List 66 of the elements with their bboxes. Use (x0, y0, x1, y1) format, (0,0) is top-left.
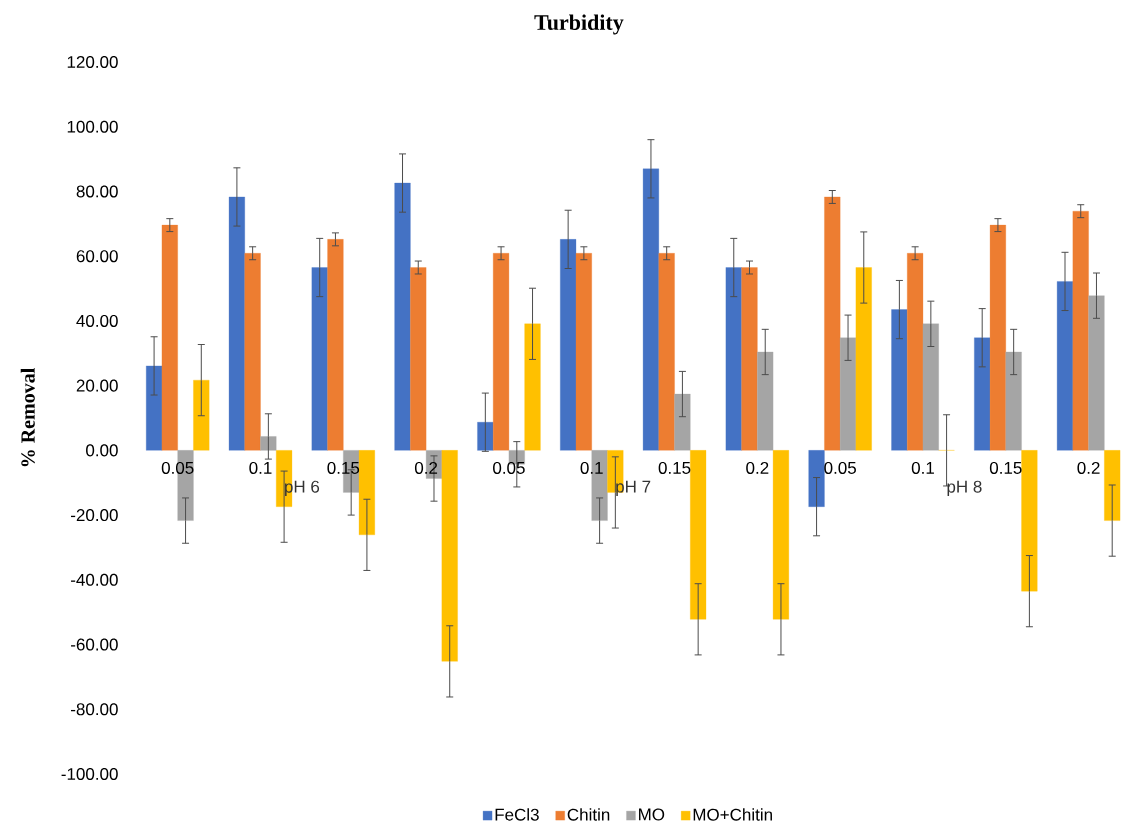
x-tick-label: 0.1 (249, 461, 272, 474)
x-tick-label: 0.05 (493, 461, 525, 474)
y-tick-label: 40.00 (76, 314, 118, 327)
bar (922, 323, 939, 451)
legend-label: MO (639, 808, 665, 821)
bar (1021, 450, 1038, 592)
bar (146, 365, 163, 451)
y-tick-label: -60.00 (71, 638, 118, 651)
y-tick-label: 60.00 (76, 250, 118, 263)
y-tick-label: 80.00 (76, 185, 118, 198)
bar (1056, 281, 1074, 451)
y-tick-label: 120.00 (67, 55, 118, 69)
bar (493, 253, 510, 451)
bar (907, 253, 924, 451)
x-tick-label: 0.05 (824, 461, 856, 474)
bar (725, 267, 742, 451)
bar (690, 450, 707, 620)
bar (741, 267, 758, 451)
annotation: pH 8 (947, 480, 982, 497)
y-tick-label: -100.00 (61, 767, 118, 781)
x-tick-label: 0.2 (414, 461, 438, 474)
x-tick-label: 0.2 (1077, 461, 1100, 474)
bar (1088, 295, 1105, 451)
chart-title: Turbidity (534, 14, 624, 35)
bar (974, 337, 991, 451)
bar (161, 224, 178, 451)
bar (358, 450, 375, 535)
bar (394, 182, 411, 451)
y-tick-label: -80.00 (71, 703, 118, 716)
bar (441, 450, 458, 662)
x-tick-label: 0.15 (327, 461, 360, 474)
y-tick-label: 0.00 (86, 444, 118, 457)
bar (855, 267, 872, 451)
y-tick-label: 100.00 (67, 120, 118, 133)
legend-label: FeCl3 (495, 808, 539, 821)
bar (193, 379, 210, 451)
x-tick-label: 0.1 (580, 461, 603, 474)
x-tick-label: 0.05 (161, 461, 194, 474)
bar (524, 323, 541, 451)
y-tick-label: -40.00 (71, 573, 118, 586)
x-tick-label: 0.1 (911, 461, 934, 474)
x-tick-label: 0.2 (746, 461, 769, 474)
bar (989, 224, 1006, 451)
bar (244, 253, 261, 451)
bar (228, 196, 245, 451)
y-axis-title: % Removal (20, 368, 35, 467)
y-tick-label: 20.00 (76, 379, 118, 392)
bar (891, 309, 908, 451)
bar (674, 393, 691, 451)
bar (1005, 351, 1022, 451)
bar (311, 267, 328, 451)
legend-label: Chitin (567, 808, 610, 821)
bar (757, 351, 774, 451)
legend-label: MO+Chitin (693, 808, 772, 821)
bar (410, 267, 427, 451)
bar (840, 337, 857, 451)
bar (575, 253, 592, 451)
bar (1072, 211, 1089, 451)
y-tick-label: -20.00 (71, 509, 118, 522)
bar (260, 436, 277, 451)
bar (560, 239, 577, 451)
bar (824, 196, 841, 451)
bar (658, 253, 675, 451)
bar (642, 168, 659, 451)
bar (327, 239, 344, 451)
bar (772, 450, 789, 620)
